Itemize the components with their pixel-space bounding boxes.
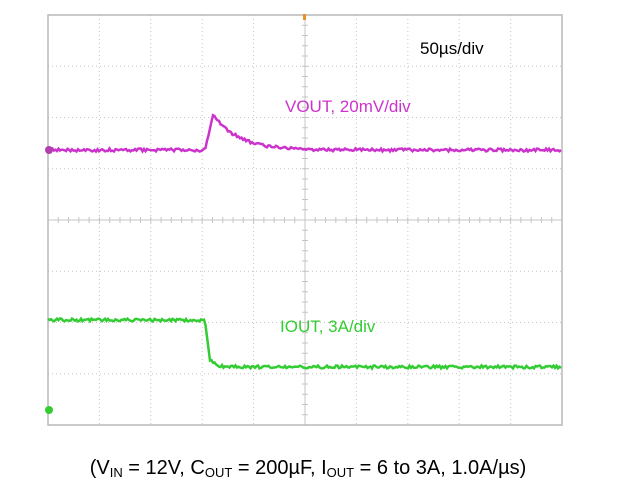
- caption-text: = 6 to 3A, 1.0A/µs): [354, 457, 526, 479]
- vout-label: VOUT, 20mV/div: [285, 97, 411, 116]
- caption-subscript: OUT: [205, 465, 233, 480]
- timebase-label: 50µs/div: [420, 39, 484, 58]
- iout-marker: [45, 406, 53, 414]
- iout-label: IOUT, 3A/div: [280, 317, 376, 336]
- graticule: [47, 14, 563, 426]
- vout-marker: [45, 146, 53, 154]
- caption-subscript: OUT: [327, 465, 355, 480]
- caption-text: = 12V, C: [123, 457, 205, 479]
- caption-text: = 200µF, I: [232, 457, 326, 479]
- iout-trace: [47, 316, 562, 371]
- caption-text: (V: [90, 457, 111, 479]
- caption-subscript: IN: [110, 465, 123, 480]
- caption: (VIN = 12V, COUT = 200µF, IOUT = 6 to 3A…: [90, 457, 527, 480]
- trigger-marker: [303, 14, 306, 20]
- vout-trace: [46, 113, 562, 154]
